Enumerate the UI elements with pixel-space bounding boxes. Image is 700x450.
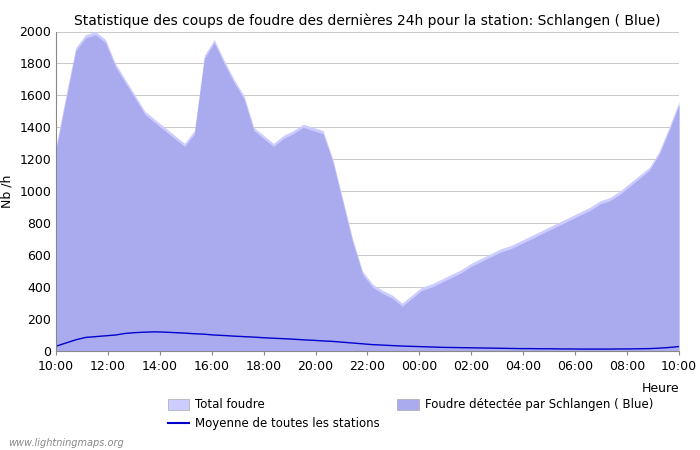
Y-axis label: Nb /h: Nb /h <box>1 175 14 208</box>
Legend: Total foudre, Moyenne de toutes les stations, Foudre détectée par Schlangen ( Bl: Total foudre, Moyenne de toutes les stat… <box>168 398 653 430</box>
Text: Heure: Heure <box>641 382 679 395</box>
Text: www.lightningmaps.org: www.lightningmaps.org <box>8 438 124 448</box>
Title: Statistique des coups de foudre des dernières 24h pour la station: Schlangen ( B: Statistique des coups de foudre des dern… <box>74 13 661 27</box>
